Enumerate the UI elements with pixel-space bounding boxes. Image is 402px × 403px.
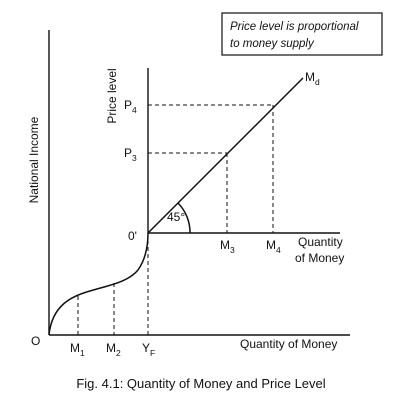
left-x-axis-label: Quantity of Money (240, 337, 337, 351)
note-line-2: to money supply (230, 38, 315, 50)
right-x-axis-label-1: Quantity (298, 235, 343, 249)
tick-m4: M4 (266, 238, 281, 255)
tick-yf: YF (142, 341, 155, 358)
right-origin-label: 0' (128, 229, 137, 243)
right-x-axis-label-2: of Money (295, 251, 344, 265)
tick-m1: M1 (70, 341, 85, 358)
national-income-curve (48, 232, 149, 336)
tick-m3: M3 (220, 238, 235, 255)
right-y-axis-label: Price level (105, 68, 119, 123)
md-line (147, 77, 304, 234)
angle-label: 45° (167, 210, 185, 224)
figure-caption: Fig. 4.1: Quantity of Money and Price Le… (76, 376, 325, 391)
note-box (221, 12, 383, 56)
note-line-1: Price level is proportional (230, 21, 359, 33)
tick-p3: P3 (124, 146, 137, 163)
tick-m2: M2 (106, 341, 121, 358)
left-origin-label: O (31, 334, 40, 348)
md-label: Md (305, 70, 320, 87)
tick-p4: P4 (124, 98, 137, 115)
left-y-axis-label: National Income (27, 116, 41, 203)
angle-arc (177, 202, 191, 234)
